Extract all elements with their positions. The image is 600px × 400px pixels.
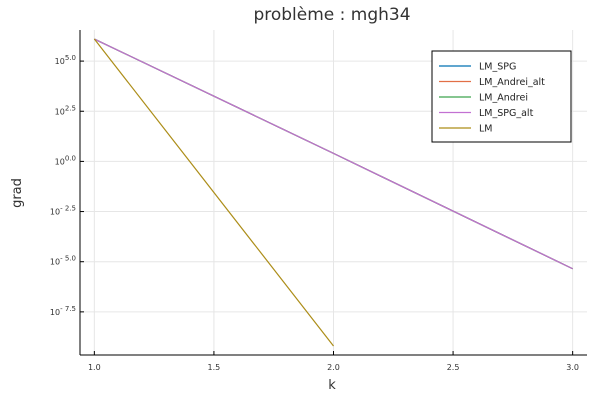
legend-label-lm-spg: LM_SPG [479, 62, 516, 73]
y-tick-label: 10- 7.5 [50, 305, 76, 317]
series-line-lm [93, 38, 334, 347]
x-axis-label: k [328, 378, 336, 393]
x-tick-label: 2.0 [327, 363, 340, 372]
x-tick-label: 2.5 [447, 363, 460, 372]
series-line-lm-spg-alt [94, 38, 573, 270]
y-tick-labels: 105.0 102.5 100.0 10- 2.5 10- 5.0 10- 7.5 [50, 54, 84, 317]
legend-label-lm-andrei-alt: LM_Andrei_alt [479, 77, 545, 88]
y-axis-label: grad [10, 178, 25, 208]
legend-label-lm: LM [479, 124, 493, 135]
legend: LM_SPG LM_Andrei_alt LM_Andrei LM_SPG_alt LM [431, 50, 572, 143]
y-tick-label: 102.5 [55, 104, 76, 116]
series-lines [93, 38, 573, 347]
x-tick-label: 3.0 [566, 363, 579, 372]
y-tick-label: 10- 2.5 [50, 205, 76, 217]
legend-label-lm-andrei: LM_Andrei [479, 93, 528, 104]
x-tick-label: 1.5 [208, 363, 221, 372]
y-tick-label: 100.0 [55, 154, 76, 166]
x-tick-labels: 1.0 1.5 2.0 2.5 3.0 [88, 351, 579, 372]
y-tick-label: 105.0 [55, 54, 76, 66]
chart-title: problème : mgh34 [253, 5, 410, 25]
legend-label-lm-spg-alt: LM_SPG_alt [479, 108, 534, 119]
x-tick-label: 1.0 [88, 363, 101, 372]
grid [80, 30, 587, 355]
y-tick-label: 10- 5.0 [50, 255, 76, 267]
